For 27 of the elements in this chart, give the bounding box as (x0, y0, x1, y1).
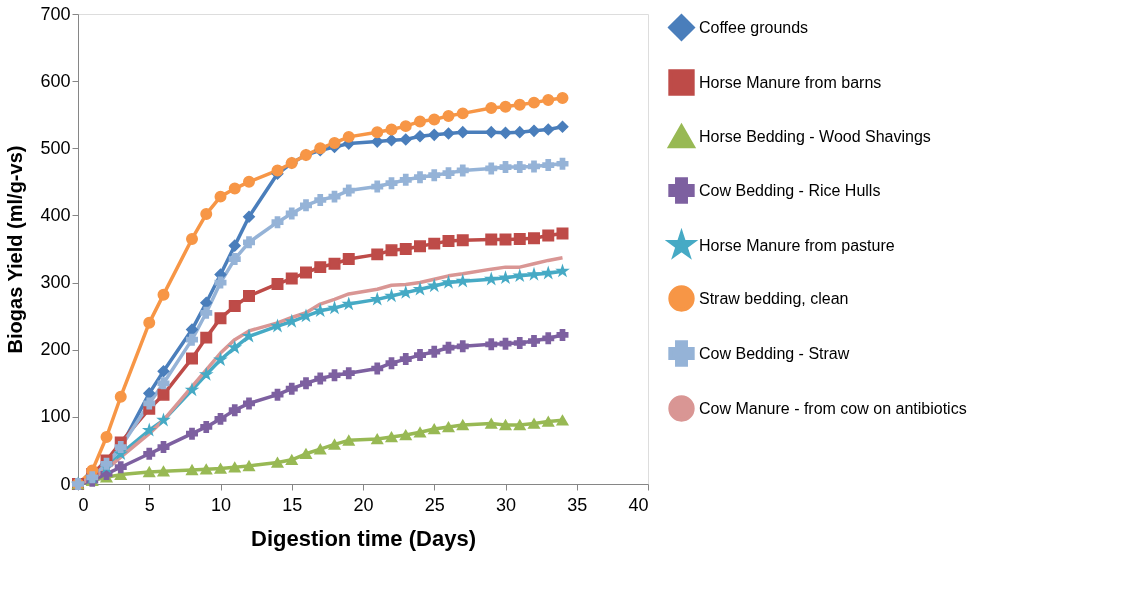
legend-label: Horse Manure from pasture (699, 236, 895, 254)
x-tick-label: 5 (144, 494, 155, 515)
legend-label: Cow Bedding - Rice Hulls (699, 181, 881, 199)
x-tick-label: 35 (567, 494, 588, 515)
legend-label: Horse Manure from barns (699, 73, 882, 91)
legend-label: Cow Manure - from cow on antibiotics (699, 399, 967, 417)
legend-label: Straw bedding, clean (699, 289, 849, 307)
x-tick-label: 30 (495, 494, 517, 515)
y-tick-label: 500 (40, 137, 71, 158)
legend-label: Cow Bedding - Straw (699, 344, 850, 362)
y-tick-label: 300 (40, 272, 71, 293)
y-tick-label: 200 (40, 339, 71, 360)
y-tick-label: 600 (40, 70, 71, 91)
y-axis-title: Biogas Yield (ml/g-vs) (4, 145, 27, 354)
x-tick-label: 10 (210, 494, 232, 515)
y-tick-label: 400 (40, 204, 71, 225)
x-tick-label: 40 (628, 494, 649, 515)
legend-label: Coffee grounds (699, 18, 809, 36)
x-tick-label: 0 (78, 494, 89, 515)
x-tick-label: 15 (282, 494, 303, 515)
x-tick-label: 20 (353, 494, 374, 515)
y-tick-label: 100 (40, 406, 71, 427)
x-axis-title: Digestion time (Days) (251, 525, 476, 551)
legend-label: Horse Bedding - Wood Shavings (699, 127, 931, 145)
x-tick-label: 25 (424, 494, 445, 515)
y-tick-label: 0 (60, 473, 71, 494)
y-tick-label: 700 (40, 3, 71, 24)
